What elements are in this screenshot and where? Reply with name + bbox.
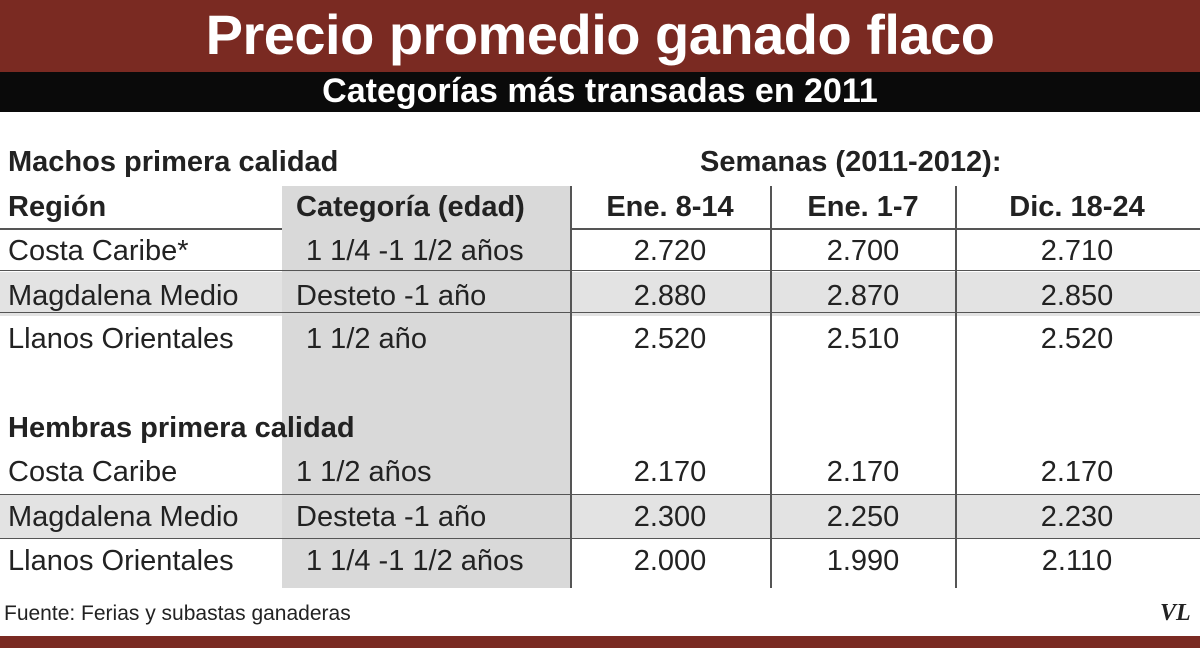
region-cell: Magdalena Medio <box>8 501 239 533</box>
value-cell: 2.870 <box>826 280 900 312</box>
categoria-cell: 1 1/2 año <box>306 323 427 355</box>
row-shade-hembras-magdalena <box>0 494 1200 538</box>
region-cell: Costa Caribe <box>8 456 178 488</box>
region-cell: Costa Caribe* <box>8 235 189 267</box>
bottom-bar <box>0 636 1200 648</box>
header-region: Región <box>8 191 107 223</box>
categoria-cell: Desteto -1 año <box>296 280 487 312</box>
row-rule <box>0 312 1200 313</box>
header-categoria: Categoría (edad) <box>296 191 525 223</box>
section-label-hembras: Hembras primera calidad <box>8 412 355 444</box>
header-rule-left <box>0 228 282 230</box>
value-cell: 2.520 <box>633 323 707 355</box>
header-week-1: Ene. 8-14 <box>606 191 734 223</box>
value-cell: 2.170 <box>633 456 707 488</box>
column-rule <box>770 186 772 588</box>
value-cell: 2.700 <box>826 235 900 267</box>
categoria-column-shade <box>282 186 570 588</box>
section-label-machos: Machos primera calidad <box>8 146 339 178</box>
value-cell: 2.880 <box>633 280 707 312</box>
weeks-label: Semanas (2011-2012): <box>700 146 1002 178</box>
region-cell: Magdalena Medio <box>8 280 239 312</box>
row-rule <box>0 270 1200 271</box>
categoria-cell: Desteta -1 año <box>296 501 487 533</box>
row-shade-machos-magdalena <box>0 272 1200 316</box>
source-note: Fuente: Ferias y subastas ganaderas <box>4 602 351 625</box>
value-cell: 2.170 <box>1040 456 1114 488</box>
value-cell: 2.510 <box>826 323 900 355</box>
categoria-cell: 1 1/2 años <box>296 456 432 488</box>
publisher-logo: VL <box>1160 600 1191 626</box>
header-week-2: Ene. 1-7 <box>807 191 919 223</box>
page-title: Precio promedio ganado flaco <box>0 0 1200 72</box>
value-cell: 2.720 <box>633 235 707 267</box>
row-rule <box>0 538 1200 539</box>
page-subtitle: Categorías más transadas en 2011 <box>0 72 1200 112</box>
value-cell: 2.710 <box>1040 235 1114 267</box>
value-cell: 2.520 <box>1040 323 1114 355</box>
value-cell: 2.000 <box>633 545 707 577</box>
region-cell: Llanos Orientales <box>8 545 234 577</box>
value-cell: 2.250 <box>826 501 900 533</box>
value-cell: 2.850 <box>1040 280 1114 312</box>
header-week-3: Dic. 18-24 <box>1009 191 1145 223</box>
value-cell: 1.990 <box>826 545 900 577</box>
column-rule <box>570 186 572 588</box>
value-cell: 2.110 <box>1041 545 1113 577</box>
categoria-cell: 1 1/4 -1 1/2 años <box>306 235 524 267</box>
region-cell: Llanos Orientales <box>8 323 234 355</box>
categoria-cell: 1 1/4 -1 1/2 años <box>306 545 524 577</box>
value-cell: 2.230 <box>1040 501 1114 533</box>
value-cell: 2.170 <box>826 456 900 488</box>
row-rule <box>0 494 1200 495</box>
column-rule <box>955 186 957 588</box>
value-cell: 2.300 <box>633 501 707 533</box>
header-rule-right <box>570 228 1200 230</box>
